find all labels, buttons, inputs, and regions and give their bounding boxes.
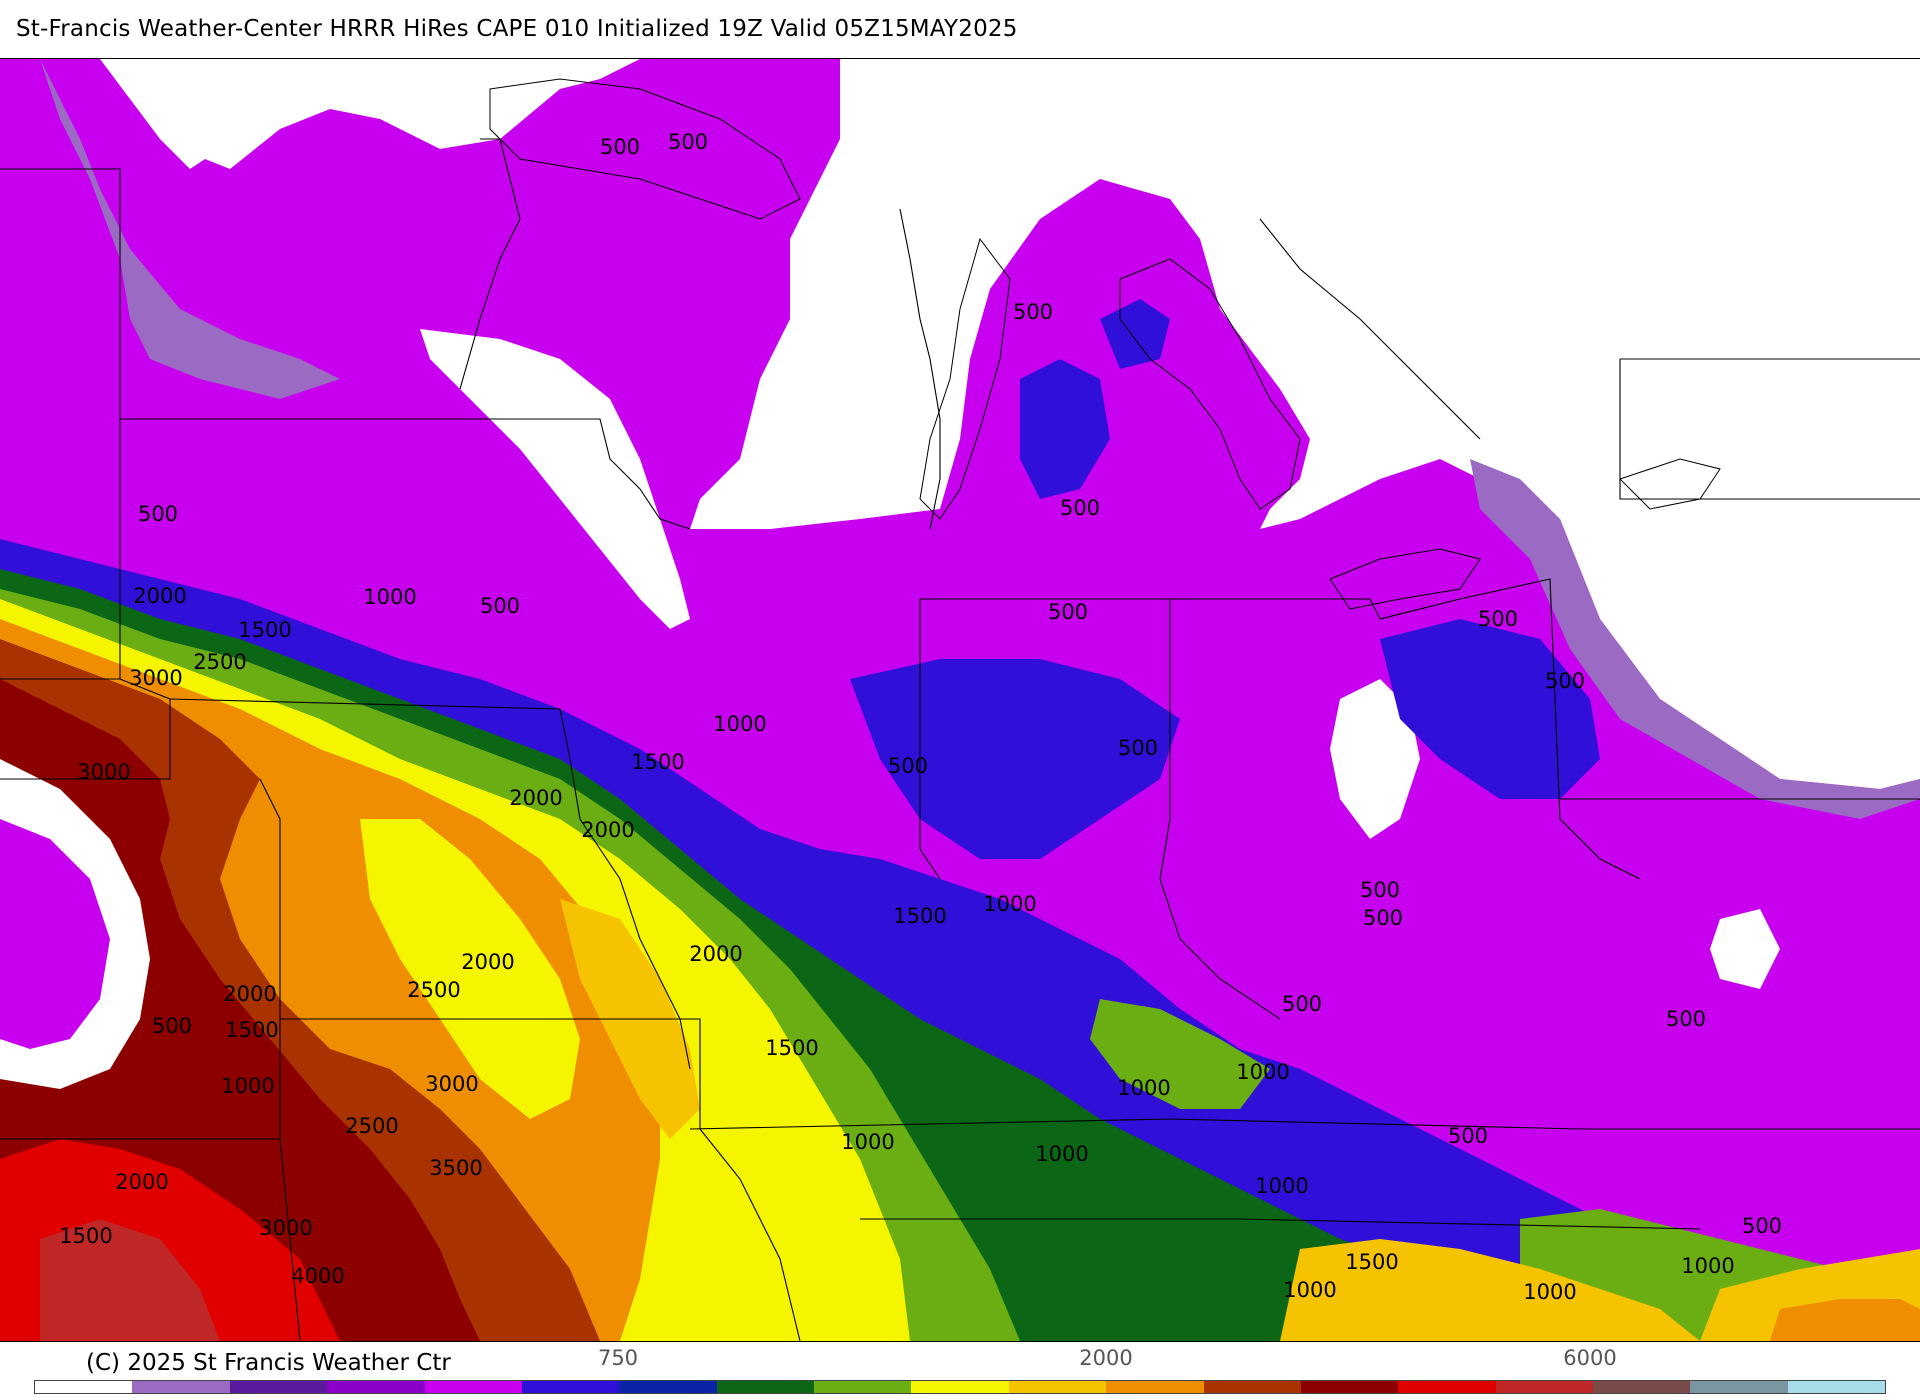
cape-fill-west [0,759,340,1341]
contour-label-1500: 1500 [765,1036,818,1060]
cape-fill-lakes [980,239,1300,529]
contour-label-2000: 2000 [689,942,742,966]
contour-label-500: 500 [1048,600,1088,624]
contour-label-500: 500 [480,594,520,618]
contour-label-500: 500 [1742,1214,1782,1238]
colorbar-segment [1787,1381,1886,1393]
contour-label-1000: 1000 [1236,1060,1289,1084]
contour-label-1000: 1000 [983,892,1036,916]
map-title: St-Francis Weather-Center HRRR HiRes CAP… [16,16,1018,42]
contour-label-1500: 1500 [238,618,291,642]
contour-label-500: 500 [888,754,928,778]
contour-label-500: 500 [1282,992,1322,1016]
contour-label-1000: 1000 [713,712,766,736]
contour-label-500: 500 [152,1014,192,1038]
contour-label-2500: 2500 [345,1114,398,1138]
contour-label-500: 500 [138,502,178,526]
contour-label-2000: 2000 [509,786,562,810]
contour-label-500: 500 [1363,906,1403,930]
lake-outlines [489,78,1721,610]
contour-label-500: 500 [1360,878,1400,902]
colorbar-segment [1495,1381,1593,1393]
colorbar-segment [911,1381,1009,1393]
political-boundaries [0,138,1920,1341]
contour-label-3000: 3000 [259,1216,312,1240]
contour-label-500: 500 [1545,669,1585,693]
colorbar-segment [1106,1381,1204,1393]
contour-label-2000: 2000 [223,982,276,1006]
contour-label-3500: 3500 [429,1156,482,1180]
colorbar-segment [1398,1381,1496,1393]
colorbar-segment [132,1381,230,1393]
colorbar-segment [229,1381,328,1393]
colorbar-segment [35,1381,133,1393]
contour-labels: 500 500 500 500 500 500 500 500 500 500 … [59,130,1782,1304]
contour-label-500: 500 [1118,736,1158,760]
contour-label-1000: 1000 [1035,1142,1088,1166]
colorbar-segment [619,1381,717,1393]
colorbar-segment [327,1381,425,1393]
contour-label-2000: 2000 [115,1170,168,1194]
contour-label-500: 500 [1060,496,1100,520]
contour-label-1500: 1500 [631,750,684,774]
copyright-notice: (C) 2025 St Francis Weather Ctr [86,1350,451,1376]
contour-label-3000: 3000 [77,760,130,784]
colorbar-tick-label: 2000 [1079,1346,1133,1370]
colorbar-tick-label: 750 [597,1346,639,1370]
map-panel: 500 500 500 500 500 500 500 500 500 500 … [0,58,1920,1342]
contour-label-1000: 1000 [1283,1278,1336,1302]
colorbar-segment [521,1381,620,1393]
contour-label-500: 500 [1478,607,1518,631]
contour-label-1000: 1000 [363,585,416,609]
contour-label-1000: 1000 [221,1074,274,1098]
colorbar-legend [34,1380,1886,1394]
contour-label-2000: 2000 [581,818,634,842]
cape-map: 500 500 500 500 500 500 500 500 500 500 … [0,59,1920,1341]
contour-label-3000: 3000 [425,1072,478,1096]
contour-label-2000: 2000 [461,950,514,974]
colorbar-tick-label: 6000 [1563,1346,1617,1370]
contour-label-1000: 1000 [1117,1076,1170,1100]
contour-label-4000: 4000 [291,1264,344,1288]
contour-label-1500: 1500 [1345,1250,1398,1274]
contour-label-1000: 1000 [841,1130,894,1154]
colorbar-segment [1008,1381,1107,1393]
contour-label-1500: 1500 [225,1018,278,1042]
contour-label-1500: 1500 [59,1224,112,1248]
contour-label-3000: 3000 [129,666,182,690]
colorbar-segment [1690,1381,1788,1393]
colorbar-segment [716,1381,814,1393]
colorbar-segment [1203,1381,1301,1393]
contour-label-2500: 2500 [407,978,460,1002]
contour-label-500: 500 [1013,300,1053,324]
contour-label-2500: 2500 [193,650,246,674]
contour-label-1000: 1000 [1255,1174,1308,1198]
contour-label-500: 500 [1666,1007,1706,1031]
contour-label-1500: 1500 [893,904,946,928]
contour-label-500: 500 [600,135,640,159]
colorbar-segment [1300,1381,1399,1393]
colorbar-segment [1593,1381,1691,1393]
contour-label-1000: 1000 [1523,1280,1576,1304]
contour-label-500: 500 [668,130,708,154]
contour-label-1000: 1000 [1681,1254,1734,1278]
colorbar-segment [814,1381,912,1393]
contour-label-500: 500 [1448,1124,1488,1148]
cape-fill-southeast [1700,1249,1920,1341]
colorbar-segment [424,1381,522,1393]
contour-label-2000: 2000 [133,584,186,608]
